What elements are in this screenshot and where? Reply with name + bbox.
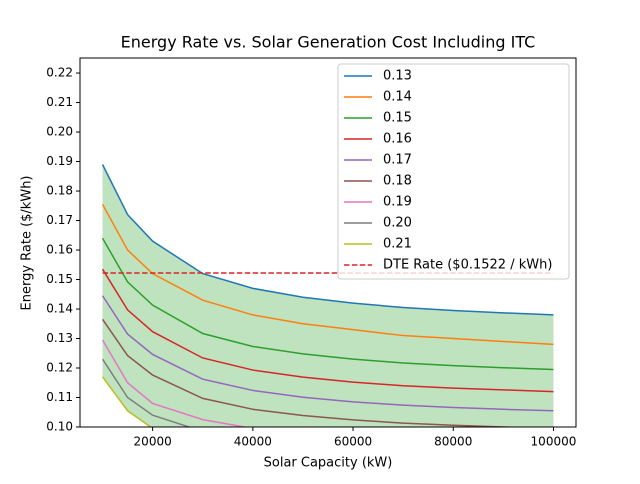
y-tick-label: 0.18 xyxy=(46,184,73,198)
legend-label: 0.14 xyxy=(383,90,412,105)
legend-label: 0.17 xyxy=(383,153,412,168)
series-line xyxy=(101,237,554,371)
legend-box xyxy=(337,63,570,280)
y-tick-label: 0.21 xyxy=(46,95,73,109)
series-line xyxy=(101,376,152,427)
y-tick-label: 0.15 xyxy=(46,272,73,286)
series-line xyxy=(101,339,249,427)
legend-label: 0.15 xyxy=(383,111,412,126)
chart-title: Energy Rate vs. Solar Generation Cost In… xyxy=(121,33,536,52)
x-tick-label: 60000 xyxy=(334,435,372,449)
x-axis-label: Solar Capacity (kW) xyxy=(264,456,393,471)
series-line xyxy=(101,358,192,427)
legend-label: 0.19 xyxy=(383,195,412,210)
y-tick-label: 0.10 xyxy=(46,420,73,434)
legend-label: 0.21 xyxy=(383,237,412,252)
legend-label: 0.18 xyxy=(383,174,412,189)
series-line xyxy=(101,203,554,346)
series-line xyxy=(101,164,554,316)
series-line xyxy=(101,268,554,393)
y-tick-label: 0.11 xyxy=(46,390,73,404)
x-tick-label: 20000 xyxy=(134,435,172,449)
y-tick-label: 0.13 xyxy=(46,331,73,345)
y-tick-label: 0.16 xyxy=(46,243,73,257)
y-tick-label: 0.19 xyxy=(46,154,73,168)
legend-label: 0.13 xyxy=(383,69,412,84)
y-tick-label: 0.22 xyxy=(46,66,73,80)
y-tick-label: 0.14 xyxy=(46,302,73,316)
x-tick-label: 100000 xyxy=(531,435,577,449)
x-tick-label: 40000 xyxy=(234,435,272,449)
legend-label: DTE Rate ($0.1522 / kWh) xyxy=(383,258,552,273)
legend-label: 0.16 xyxy=(383,132,412,147)
x-tick-label: 80000 xyxy=(434,435,472,449)
legend-label: 0.20 xyxy=(383,216,412,231)
y-tick-label: 0.17 xyxy=(46,213,73,227)
y-tick-label: 0.20 xyxy=(46,125,73,139)
series-line xyxy=(101,318,529,427)
y-tick-label: 0.12 xyxy=(46,361,73,375)
series-line xyxy=(101,295,554,412)
axes-frame xyxy=(79,57,577,428)
y-axis-label: Energy Rate ($/kWh) xyxy=(20,175,35,310)
